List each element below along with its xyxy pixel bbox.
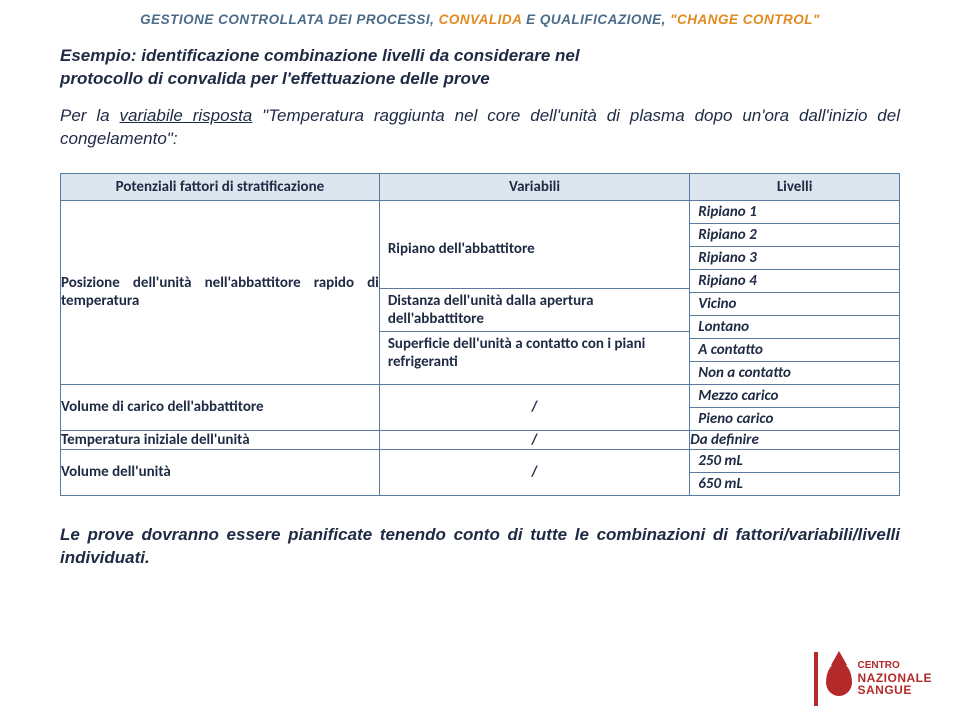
- footer-logo: CENTRO NAZIONALE SANGUE: [814, 652, 933, 706]
- factor-cell: Volume dell'unità: [61, 449, 380, 495]
- th-levels: Livelli: [690, 173, 900, 200]
- logo-text: CENTRO NAZIONALE SANGUE: [858, 661, 933, 697]
- levels-cell: Mezzo carico Pieno carico: [690, 384, 900, 430]
- table-header-row: Potenziali fattori di stratificazione Va…: [61, 173, 900, 200]
- header-seg2: CONVALIDA: [434, 12, 526, 27]
- header-seg1: GESTIONE CONTROLLATA DEI PROCESSI,: [140, 12, 434, 27]
- table-row: Posizione dell'unità nell'abbattitore ra…: [61, 200, 900, 384]
- logo-stripe-icon: [814, 652, 818, 706]
- levels-cell: Ripiano 1 Ripiano 2 Ripiano 3 Ripiano 4 …: [690, 200, 900, 384]
- level-cell: Ripiano 2: [690, 223, 899, 246]
- level-cell: Mezzo carico: [690, 385, 899, 408]
- var-cell: Distanza dell'unità dalla apertura dell'…: [380, 289, 689, 332]
- intro-paragraph: Esempio: identificazione combinazione li…: [60, 45, 900, 91]
- var-cell: /: [379, 449, 689, 495]
- sub-pre: Per la: [60, 106, 120, 125]
- variables-cell: Ripiano dell'abbattitore Distanza dell'u…: [379, 200, 689, 384]
- intro-line1: Esempio: identificazione combinazione li…: [60, 46, 580, 65]
- level-cell: Non a contatto: [690, 361, 899, 384]
- content-area: Esempio: identificazione combinazione li…: [0, 27, 960, 570]
- level-cell: Da definire: [690, 430, 900, 449]
- level-cell: Pieno carico: [690, 407, 899, 430]
- logo-line3: SANGUE: [858, 684, 933, 697]
- outro-paragraph: Le prove dovranno essere pianificate ten…: [60, 524, 900, 570]
- level-cell: 650 mL: [690, 472, 899, 495]
- level-cell: Ripiano 3: [690, 246, 899, 269]
- header-seg3: E QUALIFICAZIONE,: [526, 12, 666, 27]
- factor-cell: Volume di carico dell'abbattitore: [61, 384, 380, 430]
- factor-cell: Posizione dell'unità nell'abbattitore ra…: [61, 200, 380, 384]
- th-variables: Variabili: [379, 173, 689, 200]
- table-row: Volume di carico dell'abbattitore / Mezz…: [61, 384, 900, 430]
- level-cell: Ripiano 4: [690, 269, 899, 292]
- level-cell: Lontano: [690, 315, 899, 338]
- sub-underline: variabile risposta: [120, 106, 253, 125]
- header-seg4: "CHANGE CONTROL": [666, 12, 820, 27]
- level-cell: A contatto: [690, 338, 899, 361]
- blood-drop-icon: [826, 662, 852, 696]
- level-cell: Ripiano 1: [690, 201, 899, 224]
- page-header: GESTIONE CONTROLLATA DEI PROCESSI, CONVA…: [0, 0, 960, 27]
- var-cell: /: [379, 384, 689, 430]
- levels-table: Potenziali fattori di stratificazione Va…: [60, 173, 900, 496]
- levels-cell: 250 mL 650 mL: [690, 449, 900, 495]
- logo-line1: CENTRO: [858, 660, 900, 671]
- level-cell: Vicino: [690, 292, 899, 315]
- th-factors: Potenziali fattori di stratificazione: [61, 173, 380, 200]
- sub-paragraph: Per la variabile risposta "Temperatura r…: [60, 105, 900, 151]
- table-row: Temperatura iniziale dell'unità / Da def…: [61, 430, 900, 449]
- var-cell: Ripiano dell'abbattitore: [380, 211, 689, 289]
- level-cell: 250 mL: [690, 450, 899, 473]
- var-cell: Superficie dell'unità a contatto con i p…: [380, 332, 689, 375]
- table-row: Volume dell'unità / 250 mL 650 mL: [61, 449, 900, 495]
- var-cell: /: [379, 430, 689, 449]
- factor-cell: Temperatura iniziale dell'unità: [61, 430, 380, 449]
- intro-line2: protocollo di convalida per l'effettuazi…: [60, 69, 490, 88]
